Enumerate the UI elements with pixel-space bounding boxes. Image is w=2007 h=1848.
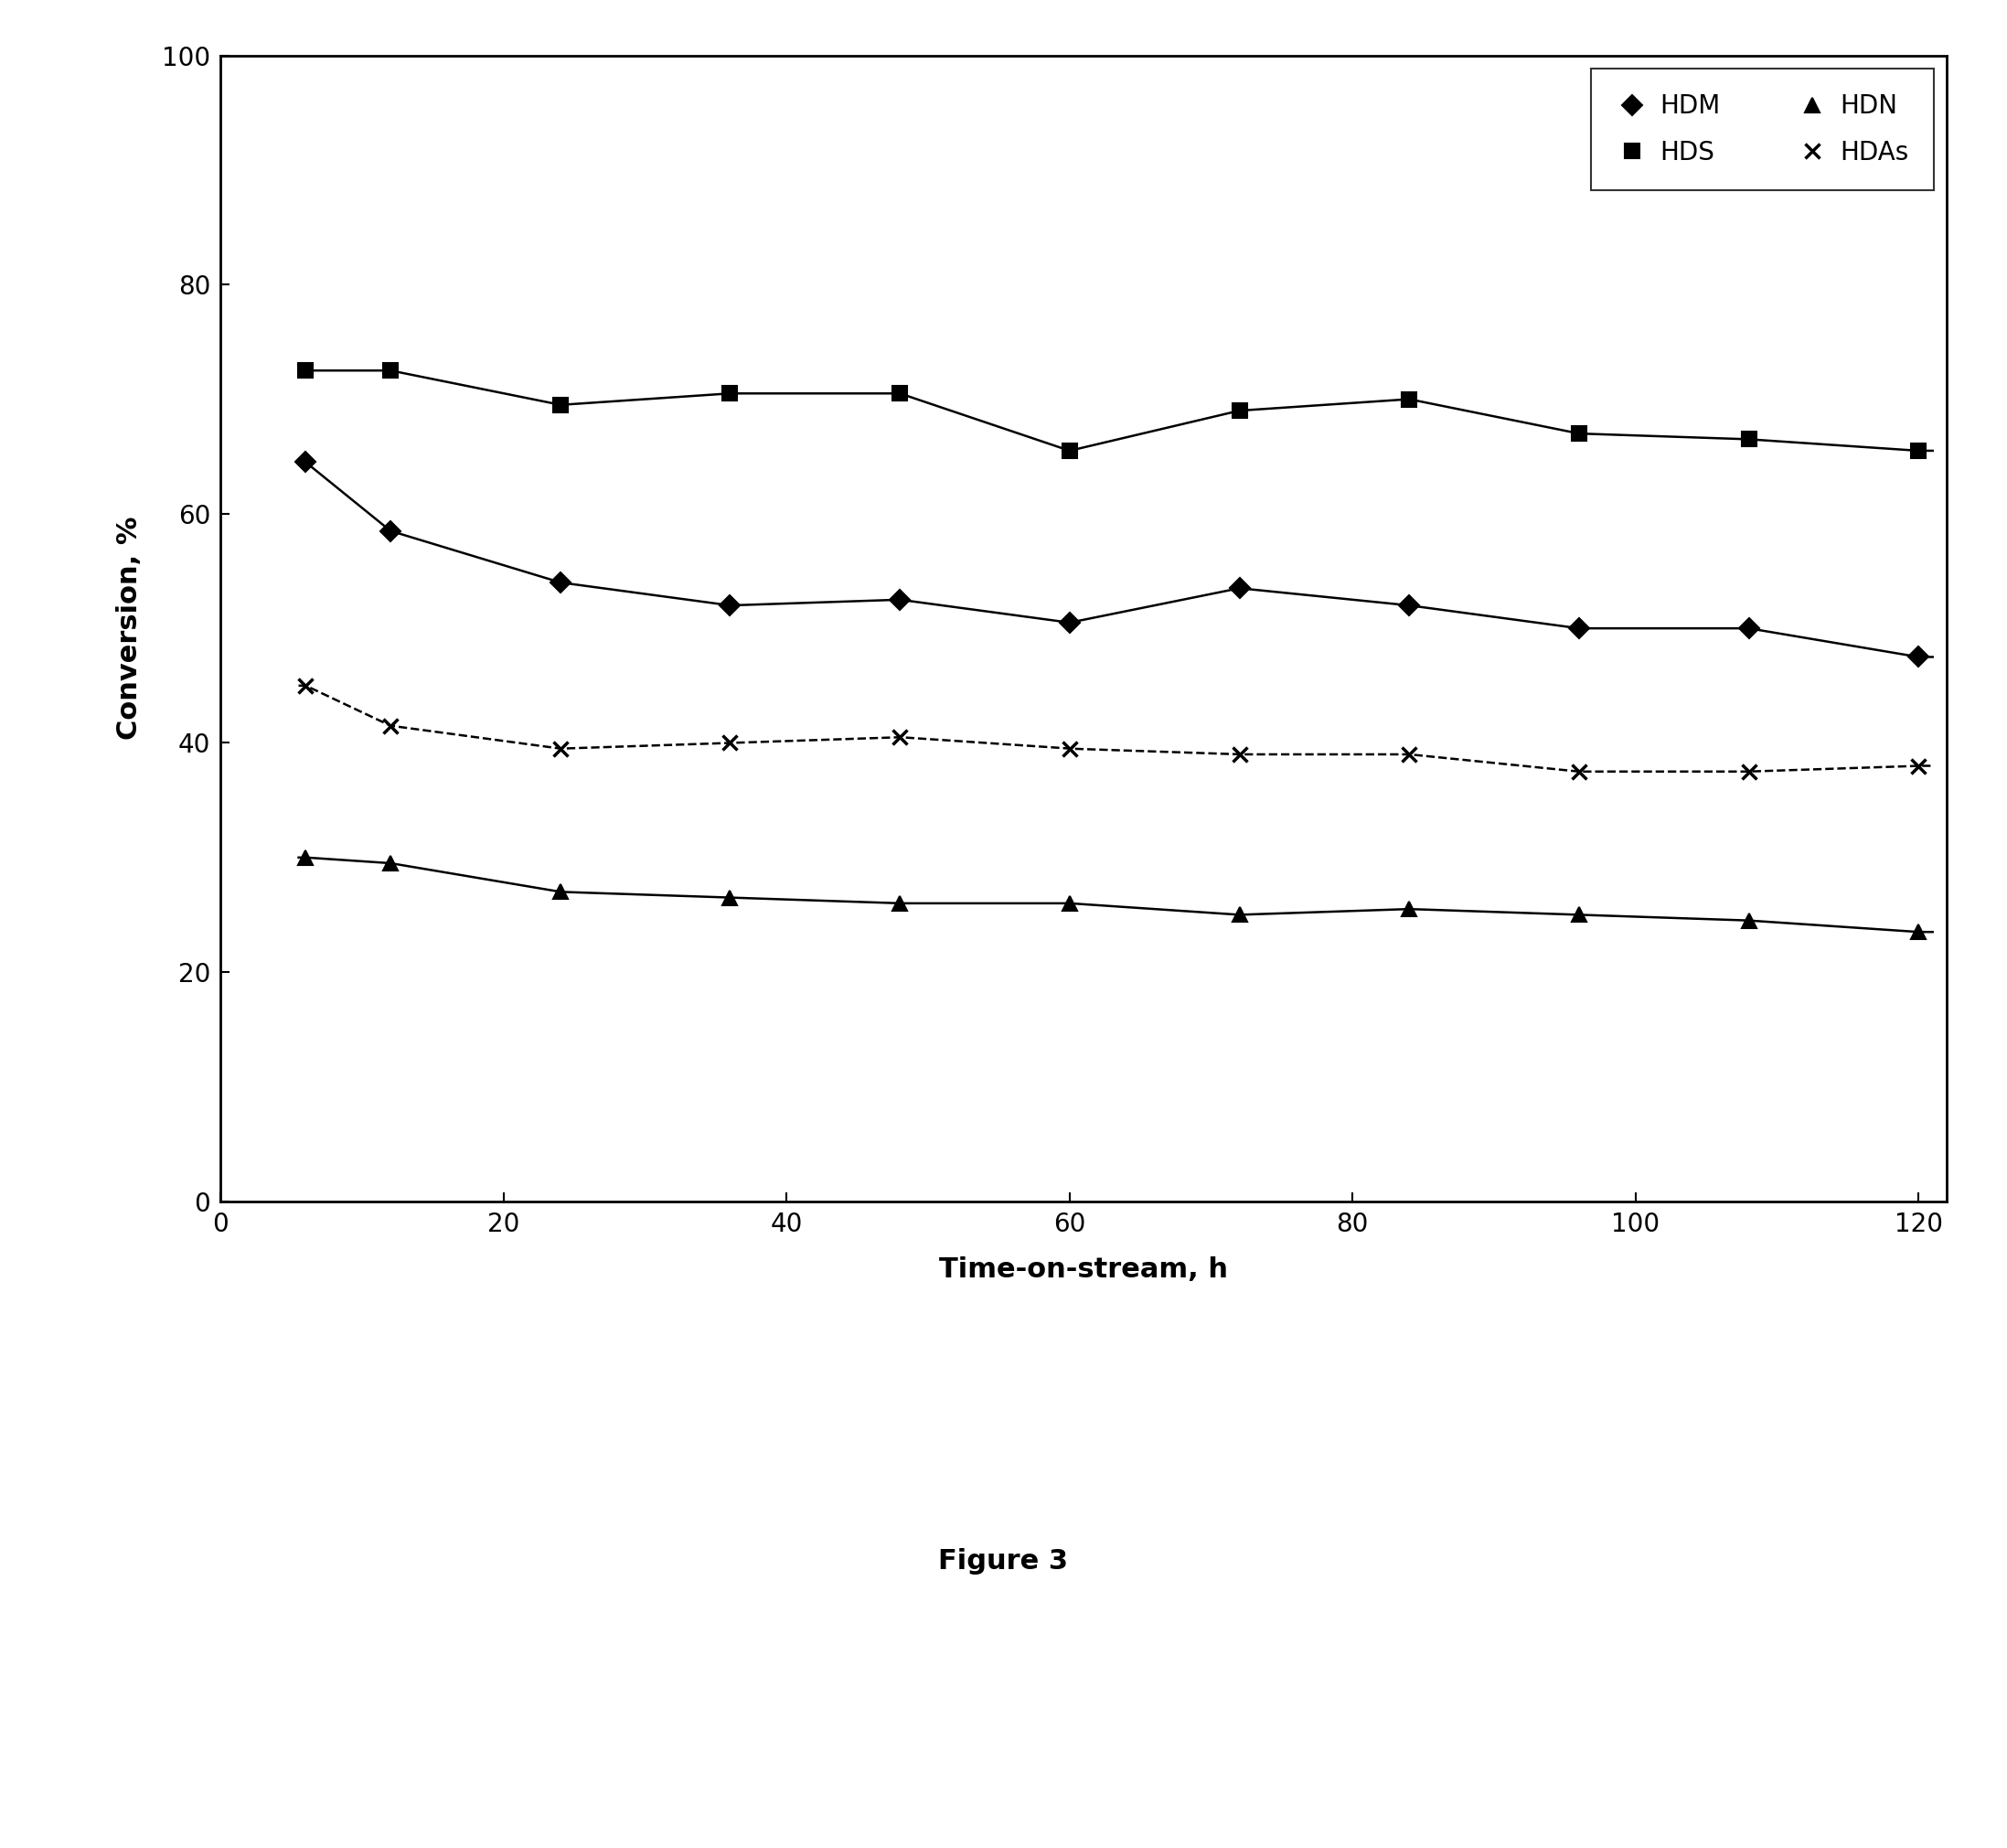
Line: HDS: HDS: [297, 362, 1927, 458]
Legend: HDM, HDS, HDN, HDAs: HDM, HDS, HDN, HDAs: [1592, 68, 1935, 190]
Y-axis label: Conversion, %: Conversion, %: [116, 517, 142, 739]
Line: HDAs: HDAs: [297, 678, 1927, 780]
HDN: [1567, 904, 1592, 926]
HDN: [1907, 920, 1931, 942]
HDN: [548, 881, 572, 904]
HDM: [719, 595, 743, 617]
HDS: [1058, 440, 1082, 462]
HDAs: [1736, 760, 1760, 782]
HDN: [887, 893, 911, 915]
HDAs: [1228, 743, 1252, 765]
HDN: [1228, 904, 1252, 926]
HDAs: [887, 726, 911, 748]
HDS: [379, 359, 403, 383]
HDAs: [719, 732, 743, 754]
HDAs: [1567, 760, 1592, 782]
HDAs: [1907, 754, 1931, 776]
HDN: [293, 846, 317, 869]
HDM: [887, 588, 911, 610]
HDAs: [293, 675, 317, 697]
HDM: [1058, 612, 1082, 634]
HDS: [719, 383, 743, 405]
HDM: [1228, 577, 1252, 599]
HDM: [1907, 645, 1931, 667]
HDS: [1397, 388, 1421, 410]
HDS: [1567, 423, 1592, 445]
HDM: [1397, 595, 1421, 617]
HDN: [1397, 898, 1421, 920]
HDN: [719, 887, 743, 909]
HDAs: [1058, 737, 1082, 760]
HDM: [1567, 617, 1592, 639]
HDN: [379, 852, 403, 874]
HDAs: [548, 737, 572, 760]
HDS: [548, 394, 572, 416]
HDM: [379, 519, 403, 541]
HDAs: [379, 715, 403, 737]
HDS: [1736, 429, 1760, 451]
HDM: [1736, 617, 1760, 639]
HDS: [1228, 399, 1252, 421]
HDAs: [1397, 743, 1421, 765]
HDS: [293, 359, 317, 383]
Line: HDM: HDM: [299, 455, 1925, 663]
HDS: [887, 383, 911, 405]
Text: Figure 3: Figure 3: [939, 1549, 1068, 1574]
HDM: [293, 451, 317, 473]
HDS: [1907, 440, 1931, 462]
HDN: [1058, 893, 1082, 915]
X-axis label: Time-on-stream, h: Time-on-stream, h: [939, 1257, 1228, 1283]
Line: HDN: HDN: [299, 850, 1925, 939]
HDM: [548, 571, 572, 593]
HDN: [1736, 909, 1760, 931]
